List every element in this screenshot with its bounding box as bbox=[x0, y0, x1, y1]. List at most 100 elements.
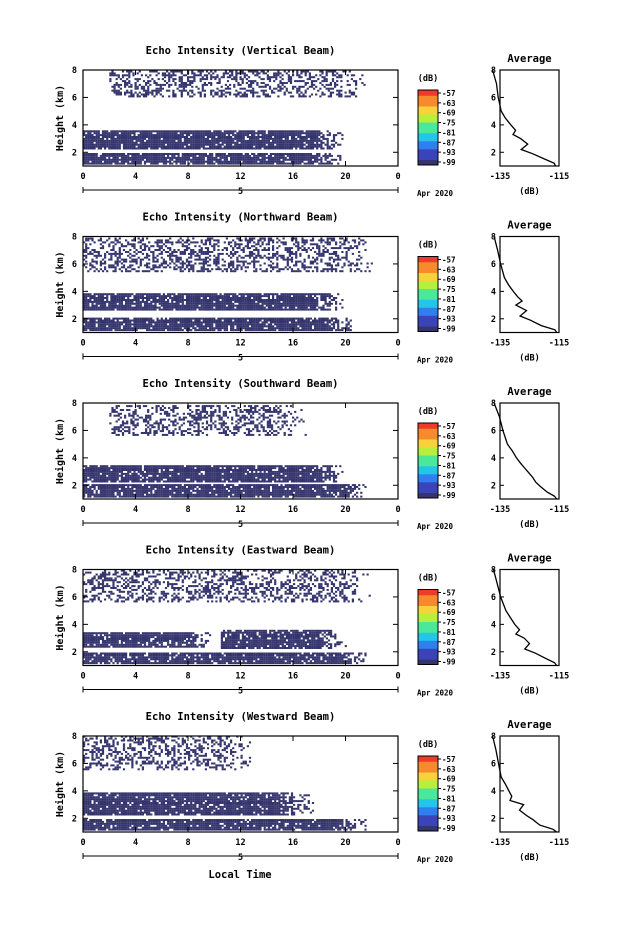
echo-cell bbox=[234, 162, 237, 165]
echo-cell bbox=[85, 245, 88, 248]
echo-cell bbox=[129, 270, 132, 273]
echo-cell bbox=[117, 91, 120, 94]
echo-cell bbox=[295, 297, 298, 299]
echo-cell bbox=[114, 321, 117, 324]
echo-cell bbox=[334, 83, 337, 86]
echo-cell bbox=[181, 293, 184, 296]
echo-cell bbox=[135, 295, 138, 298]
echo-cell bbox=[148, 241, 151, 244]
echo-cell bbox=[162, 304, 165, 307]
echo-cell bbox=[263, 300, 266, 303]
echo-cell bbox=[93, 299, 96, 301]
echo-cell bbox=[303, 158, 306, 161]
echo-cell bbox=[211, 158, 214, 161]
echo-cell bbox=[219, 295, 222, 298]
echo-cell bbox=[137, 321, 140, 324]
echo-cell bbox=[200, 162, 203, 165]
echo-cell bbox=[274, 306, 277, 309]
echo-cell bbox=[192, 237, 195, 240]
echo-cell bbox=[276, 297, 279, 299]
echo-cell bbox=[116, 256, 119, 259]
colorbar-tick-label: -75 bbox=[442, 119, 456, 128]
echo-cell bbox=[232, 160, 235, 163]
echo-cell bbox=[179, 143, 182, 146]
echo-cell bbox=[156, 145, 159, 148]
echo-cell bbox=[346, 83, 349, 86]
echo-cell bbox=[148, 137, 151, 140]
echo-cell bbox=[188, 302, 191, 305]
echo-cell bbox=[160, 319, 163, 322]
echo-cell bbox=[284, 141, 287, 144]
echo-cell bbox=[155, 74, 158, 77]
echo-cell bbox=[251, 321, 254, 324]
echo-cell bbox=[219, 304, 222, 307]
echo-cell bbox=[202, 327, 205, 330]
echo-cell bbox=[276, 300, 279, 303]
echo-cell bbox=[108, 308, 111, 311]
echo-cell bbox=[206, 321, 210, 324]
echo-cell bbox=[217, 308, 220, 311]
echo-cell bbox=[160, 252, 163, 255]
echo-cell bbox=[278, 143, 281, 146]
colorbar-cell bbox=[418, 103, 438, 107]
echo-cell bbox=[160, 308, 163, 311]
echo-cell bbox=[200, 136, 203, 138]
echo-cell bbox=[101, 139, 105, 142]
echo-cell bbox=[232, 153, 235, 155]
echo-cell bbox=[95, 256, 98, 259]
echo-cell bbox=[139, 302, 142, 305]
echo-cell bbox=[158, 297, 161, 299]
echo-cell bbox=[297, 132, 300, 135]
echo-cell bbox=[309, 306, 312, 309]
echo-cell bbox=[211, 139, 214, 142]
echo-cell bbox=[139, 154, 142, 157]
echo-cell bbox=[122, 306, 126, 309]
echo-cell bbox=[318, 325, 321, 328]
echo-cell bbox=[194, 141, 197, 144]
echo-cell bbox=[272, 249, 275, 251]
echo-cell bbox=[191, 72, 194, 75]
echo-cell bbox=[190, 268, 193, 271]
echo-cell bbox=[110, 153, 113, 155]
echo-cell bbox=[246, 308, 249, 311]
echo-cell bbox=[122, 319, 126, 322]
echo-cell bbox=[274, 252, 277, 255]
echo-cell bbox=[110, 145, 113, 148]
colorbar-cell bbox=[418, 114, 438, 118]
echo-cell bbox=[246, 145, 249, 148]
echo-cell bbox=[110, 139, 113, 142]
echo-cell bbox=[338, 89, 341, 92]
echo-cell bbox=[113, 83, 116, 86]
echo-cell bbox=[152, 306, 155, 309]
echo-cell bbox=[330, 139, 333, 142]
echo-cell bbox=[185, 319, 189, 322]
echo-cell bbox=[271, 91, 274, 94]
echo-cell bbox=[209, 329, 212, 332]
echo-cell bbox=[143, 143, 147, 146]
echo-cell bbox=[247, 76, 251, 79]
echo-cell bbox=[206, 295, 210, 298]
echo-cell bbox=[322, 134, 325, 137]
echo-cell bbox=[162, 158, 165, 161]
echo-cell bbox=[129, 256, 132, 259]
echo-cell bbox=[309, 297, 312, 299]
echo-cell bbox=[261, 145, 264, 148]
echo-cell bbox=[267, 258, 270, 261]
echo-cell bbox=[118, 137, 121, 140]
echo-cell bbox=[227, 134, 231, 137]
echo-cell bbox=[175, 256, 178, 259]
echo-cell bbox=[95, 145, 98, 148]
echo-cell bbox=[339, 154, 342, 157]
echo-cell bbox=[259, 329, 262, 332]
echo-cell bbox=[114, 329, 117, 332]
echo-cell bbox=[129, 293, 132, 296]
echo-cell bbox=[336, 83, 339, 86]
echo-cell bbox=[93, 153, 96, 155]
echo-cell bbox=[187, 83, 190, 86]
echo-cell bbox=[217, 306, 220, 309]
echo-cell bbox=[317, 89, 320, 92]
echo-cell bbox=[112, 319, 115, 322]
echo-cell bbox=[266, 95, 269, 98]
echo-cell bbox=[225, 160, 228, 163]
echo-cell bbox=[154, 325, 157, 328]
